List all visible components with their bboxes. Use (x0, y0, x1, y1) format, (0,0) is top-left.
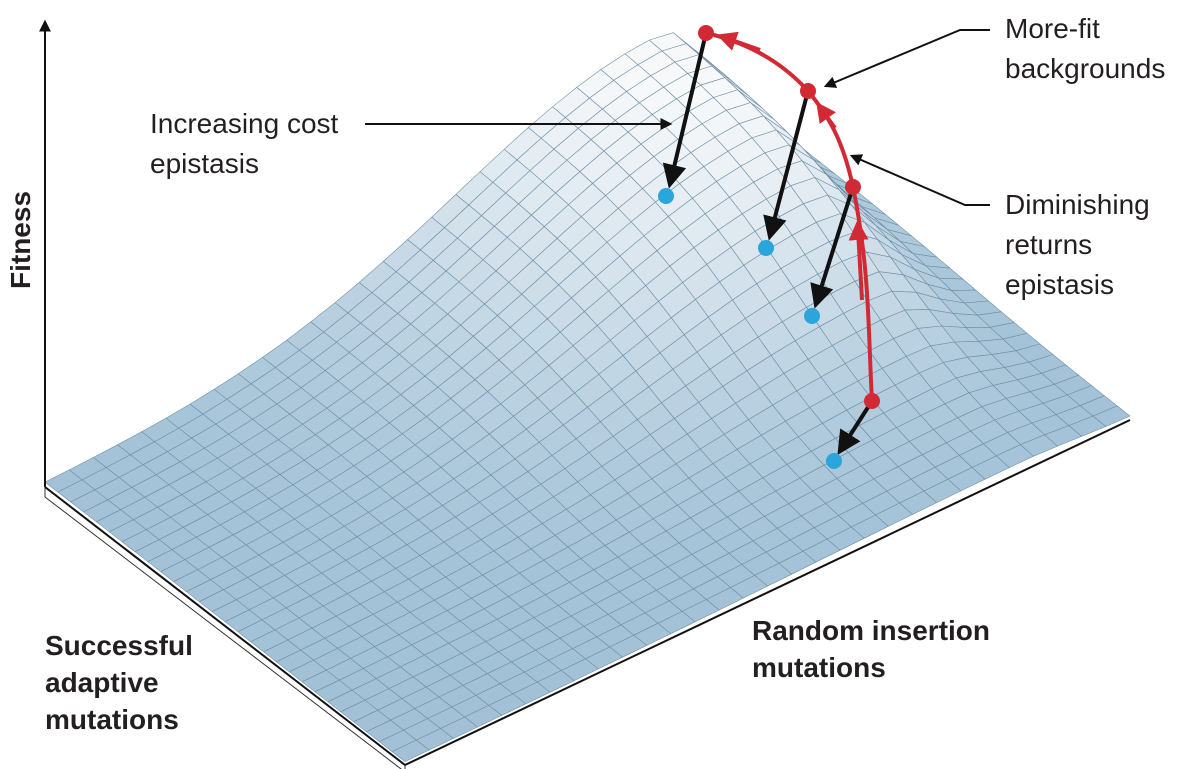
annotation: Diminishing (1005, 189, 1150, 220)
z-axis-label: Random insertion (752, 615, 990, 646)
leader (823, 29, 990, 88)
arrow (763, 90, 810, 241)
z-axis-label: mutations (752, 652, 886, 683)
blue-dot (804, 308, 820, 324)
right-axis (404, 419, 1131, 766)
overlay: Fitness Successful adaptive mutations Rando… (5, 13, 1165, 766)
leader-lines (365, 29, 990, 206)
path-arrow (816, 101, 837, 130)
red-dot (864, 393, 880, 409)
mutation-arrows (662, 32, 874, 456)
surface-cell (391, 739, 430, 762)
x-axis-label: mutations (45, 704, 179, 735)
arrow (810, 186, 855, 309)
red-dot (845, 179, 861, 195)
blue-dots (658, 188, 842, 469)
red-dot (698, 25, 714, 41)
x-axis-label: adaptive (45, 667, 159, 698)
arrow (662, 32, 708, 189)
y-axis-label: Fitness (5, 191, 36, 289)
blue-dot (826, 453, 842, 469)
adaptive-path (705, 31, 874, 402)
leader (849, 154, 990, 206)
blue-dot (758, 240, 774, 256)
surface (44, 32, 1131, 769)
red-dot (800, 83, 816, 99)
annotation: epistasis (150, 148, 259, 179)
annotation: returns (1005, 229, 1092, 260)
path-arrow (848, 220, 869, 301)
annotation: epistasis (1005, 269, 1114, 300)
red-dots (698, 25, 880, 409)
annotation: backgrounds (1005, 53, 1165, 84)
annotation: More-fit (1005, 13, 1100, 44)
path-arrow (716, 31, 761, 52)
left-axis (44, 486, 406, 766)
annotation: Increasing cost (150, 108, 339, 139)
arrow (837, 399, 874, 456)
blue-dot (658, 188, 674, 204)
x-axis-label: Successful (45, 630, 193, 661)
